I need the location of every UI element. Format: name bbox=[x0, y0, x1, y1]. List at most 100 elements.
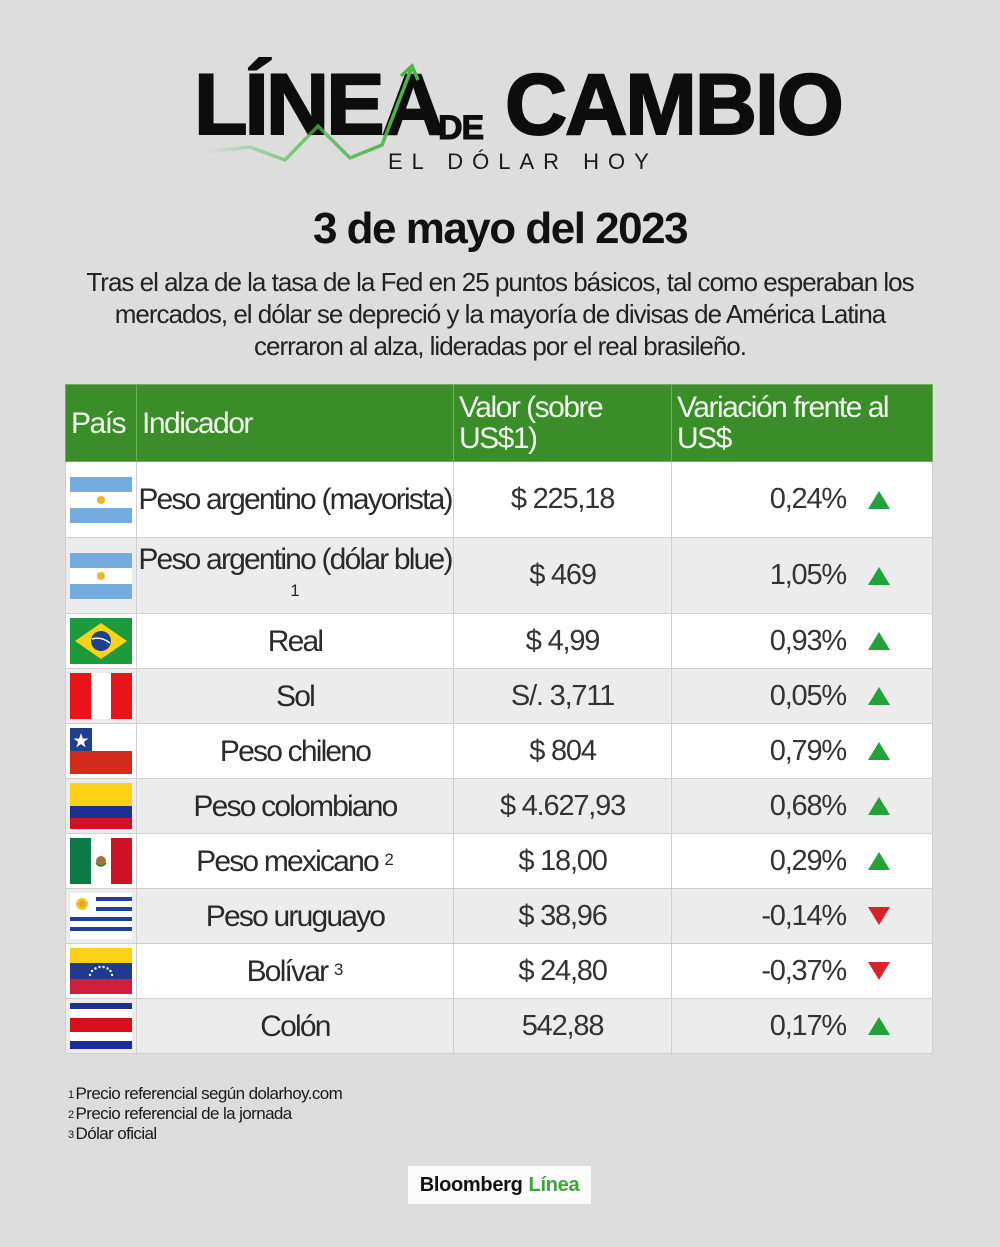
footnote-ref: 2 bbox=[384, 849, 394, 869]
footnote-mark: 1 bbox=[68, 1089, 74, 1101]
cell-variation: -0,37% bbox=[671, 943, 933, 999]
cell-variation: 0,17% bbox=[671, 998, 933, 1054]
indicator-name: Peso argentino (mayorista) bbox=[138, 483, 453, 516]
cell-indicator: Peso argentino (mayorista) bbox=[136, 461, 454, 538]
arrow-down-icon bbox=[868, 962, 890, 980]
cell-country bbox=[65, 833, 137, 889]
table-row: Peso uruguayo $ 38,96 -0,14% bbox=[65, 888, 933, 944]
indicator-name: Peso colombiano bbox=[193, 789, 398, 823]
chile-flag-icon bbox=[70, 728, 132, 774]
cell-country bbox=[65, 461, 137, 538]
cell-indicator: Real bbox=[136, 613, 454, 669]
footnote: 3 Dólar oficial bbox=[68, 1124, 342, 1144]
column-header-country: País bbox=[65, 384, 137, 462]
footnotes: 1 Precio referencial según dolarhoy.com 2… bbox=[68, 1084, 343, 1144]
column-header-value: Valor (sobre US$1) bbox=[453, 384, 672, 462]
variation-percent: -0,14% bbox=[761, 899, 847, 932]
variation-percent: 0,24% bbox=[769, 483, 847, 515]
footnote-text: Precio referencial de la jornada bbox=[75, 1104, 293, 1123]
argentina-flag-icon bbox=[70, 476, 132, 523]
cell-country bbox=[65, 537, 137, 614]
cell-variation: 0,68% bbox=[671, 778, 933, 834]
brazil-flag-icon bbox=[70, 618, 132, 664]
cell-value: S/. 3,711 bbox=[453, 668, 672, 724]
arrow-up-icon bbox=[868, 797, 890, 815]
cell-indicator: Peso argentino (dólar blue) 1 bbox=[136, 537, 454, 614]
logo-word-cambio: CAMBIO bbox=[504, 57, 845, 153]
table-row: Colón 542,88 0,17% bbox=[65, 998, 933, 1054]
variation-percent: 0,17% bbox=[769, 1009, 847, 1042]
cell-indicator: Peso colombiano bbox=[136, 778, 454, 834]
variation-percent: 0,93% bbox=[769, 624, 847, 657]
mexico-flag-icon bbox=[70, 838, 132, 884]
indicator-name: Sol bbox=[276, 679, 316, 713]
venezuela-flag-icon bbox=[70, 948, 132, 994]
arrow-up-icon bbox=[868, 566, 890, 585]
cell-variation: 0,24% bbox=[671, 461, 933, 538]
cell-value: $ 24,80 bbox=[453, 943, 672, 999]
cell-indicator: Peso mexicano 2 bbox=[136, 833, 454, 889]
table-header-row: País Indicador Valor (sobre US$1) Variac… bbox=[65, 384, 933, 462]
footnote-text: Dólar oficial bbox=[75, 1124, 158, 1143]
table-row: Real $ 4,99 0,93% bbox=[65, 613, 933, 669]
variation-percent: 0,29% bbox=[769, 844, 847, 877]
arrow-up-icon bbox=[868, 687, 890, 705]
costa-rica-flag-icon bbox=[70, 1003, 132, 1049]
indicator-name: Colón bbox=[260, 1009, 331, 1043]
footnote-mark: 3 bbox=[68, 1129, 74, 1141]
footnote-text: Precio referencial según dolarhoy.com bbox=[75, 1084, 343, 1103]
cell-country bbox=[65, 888, 137, 944]
cell-value: $ 4.627,93 bbox=[453, 778, 672, 834]
footnote: 1 Precio referencial según dolarhoy.com bbox=[68, 1084, 343, 1104]
uruguay-flag-icon bbox=[70, 893, 132, 939]
arrow-up-icon bbox=[868, 852, 890, 870]
table-row: Peso colombiano $ 4.627,93 0,68% bbox=[65, 778, 933, 834]
brand-name: Bloomberg bbox=[419, 1173, 523, 1196]
variation-percent: 1,05% bbox=[769, 559, 847, 591]
indicator-name: Bolívar bbox=[246, 954, 330, 988]
cell-indicator: Sol bbox=[136, 668, 454, 724]
variation-percent: 0,79% bbox=[769, 734, 847, 767]
cell-variation: 1,05% bbox=[671, 537, 933, 614]
indicator-name: Peso mexicano bbox=[196, 844, 380, 878]
arrow-down-icon bbox=[868, 907, 890, 925]
table-row: Sol S/. 3,711 0,05% bbox=[65, 668, 933, 724]
arrow-up-icon bbox=[868, 632, 890, 650]
indicator-name: Peso uruguayo bbox=[205, 899, 386, 933]
cell-value: $ 804 bbox=[453, 723, 672, 779]
page-title-date: 3 de mayo del 2023 bbox=[312, 204, 689, 253]
arrow-up-icon bbox=[868, 1017, 890, 1035]
logo-subtitle: EL DÓLAR HOY bbox=[388, 149, 658, 174]
variation-percent: 0,68% bbox=[769, 789, 847, 822]
cell-variation: -0,14% bbox=[671, 888, 933, 944]
arrow-up-icon bbox=[868, 742, 890, 760]
table-row: Peso argentino (dólar blue) 1 $ 469 1,05% bbox=[65, 537, 933, 614]
cell-variation: 0,93% bbox=[671, 613, 933, 669]
intro-paragraph: Tras el alza de la tasa de la Fed en 25 … bbox=[86, 267, 914, 361]
cell-value: $ 18,00 bbox=[453, 833, 672, 889]
exchange-rate-table: País Indicador Valor (sobre US$1) Variac… bbox=[65, 384, 933, 1054]
logo-word-de: DE bbox=[437, 109, 484, 147]
cell-indicator: Peso uruguayo bbox=[136, 888, 454, 944]
cell-variation: 0,05% bbox=[671, 668, 933, 724]
variation-percent: 0,05% bbox=[769, 679, 847, 712]
column-header-indicator: Indicador bbox=[136, 384, 454, 462]
cell-country bbox=[65, 998, 137, 1054]
brand-suffix: Línea bbox=[528, 1173, 580, 1196]
cell-indicator: Bolívar 3 bbox=[136, 943, 454, 999]
cell-country bbox=[65, 943, 137, 999]
header-logo: LÍNEA DE CAMBIO EL DÓLAR HOY bbox=[0, 0, 1000, 190]
column-header-variation: Variación frente al US$ bbox=[671, 384, 933, 462]
arrow-up-icon bbox=[868, 490, 890, 509]
cell-value: $ 4,99 bbox=[453, 613, 672, 669]
trend-arrow-icon bbox=[204, 63, 420, 163]
indicator-name: Real bbox=[267, 624, 324, 658]
table-row: Peso chileno $ 804 0,79% bbox=[65, 723, 933, 779]
peru-flag-icon bbox=[70, 673, 132, 719]
indicator-name: Peso chileno bbox=[219, 734, 372, 768]
cell-country bbox=[65, 613, 137, 669]
variation-percent: -0,37% bbox=[761, 954, 847, 987]
cell-variation: 0,79% bbox=[671, 723, 933, 779]
cell-indicator: Colón bbox=[136, 998, 454, 1054]
footnote: 2 Precio referencial de la jornada bbox=[68, 1104, 342, 1124]
